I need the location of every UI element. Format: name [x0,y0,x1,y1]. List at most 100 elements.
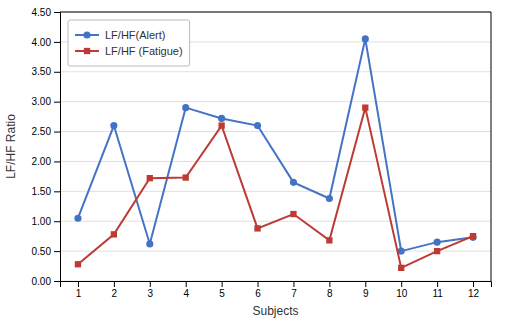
legend-item: LF/HF(Alert) [75,29,166,41]
tick-label: 7 [291,288,297,299]
tick-mark [293,281,294,287]
data-point [254,225,260,231]
legend-label: LF/HF (Fatigue) [105,45,183,57]
tick: 2.00 [32,156,60,167]
data-point [218,115,225,122]
tick-label: 5 [219,288,225,299]
tick: 3 [148,281,154,299]
data-point [111,231,117,237]
tick-label: 2.50 [32,126,52,137]
tick-label: 3 [148,288,154,299]
tick-mark [54,161,60,162]
y-axis-title: LF/HF Ratio [4,114,18,179]
data-point [326,195,333,202]
legend-label: LF/HF(Alert) [105,29,166,41]
tick-mark [54,281,60,282]
grid-line [60,251,491,252]
tick-label: 4.00 [32,37,52,48]
tick-label: 0.00 [32,276,52,287]
tick-mark [54,221,60,222]
legend-box [68,20,190,66]
data-point [398,265,404,271]
data-point [183,174,189,180]
tick-mark [401,281,402,287]
tick: 8 [327,281,333,299]
tick-mark [54,42,60,43]
tick-label: 3.50 [32,66,52,77]
frame [60,12,491,13]
marks [74,35,476,271]
chart: 1234567891011120.000.501.001.502.002.503… [0,0,505,323]
tick-mark [329,281,330,287]
data-point [182,104,189,111]
tick: 3.00 [32,96,60,107]
tick-label: 4 [183,288,189,299]
tick-mark [54,102,60,103]
tick-mark [54,72,60,73]
tick-mark [78,281,79,287]
data-point [218,122,224,128]
tick: 0.50 [32,246,60,257]
data-point [290,211,296,217]
legend: LF/HF(Alert) LF/HF (Fatigue) [68,20,190,66]
tick: 4.00 [32,37,60,48]
tick: 4 [183,281,189,299]
data-point [326,237,332,243]
tick: 10 [396,281,408,299]
series-line [78,108,473,268]
tick: 9 [363,281,369,299]
tick-mark [258,281,259,287]
data-point [434,239,441,246]
data-point [75,261,81,267]
grid [60,12,491,281]
data-point [434,248,440,254]
legend-marker [83,31,90,38]
tick-label: 9 [363,288,369,299]
tick: 3.50 [32,66,60,77]
tick-label: 11 [432,288,443,299]
tick-mark [54,251,60,252]
data-point [146,240,153,247]
grid-line [60,101,491,102]
tick-label: 2 [112,288,118,299]
tick: 1 [76,281,82,299]
tick-label: 4.50 [32,7,52,18]
tick-label: 12 [468,288,480,299]
tick-mark [150,281,151,287]
data-point [362,104,368,110]
tick-mark [365,281,366,287]
data-point [74,215,81,222]
tick-mark [54,132,60,133]
tick-mark [114,281,115,287]
tick-mark [222,281,223,287]
grid-line [60,71,491,72]
tick-label: 10 [396,288,408,299]
tick: 5 [219,281,225,299]
tick-mark [54,191,60,192]
axis-line [61,282,492,288]
tick-label: 1 [76,288,82,299]
legend-marker [84,48,90,54]
y-axis: 0.00 0.50 1.00 1.50 2.00 2.50 3.00 3.50 4.00 4.50 [32,7,61,287]
tick: 2 [112,281,118,299]
tick: 4.50 [32,7,60,18]
plot: 1234567891011120.000.501.001.502.002.503… [32,7,492,299]
tick: 1.00 [32,216,60,227]
tick: 7 [291,281,297,299]
tick: 6 [255,281,261,299]
axis-line [54,13,61,282]
tick-label: 1.00 [32,216,52,227]
tick-label: 0.50 [32,246,52,257]
grid-line [60,131,491,132]
tick-label: 8 [327,288,333,299]
frame [491,12,492,281]
tick: 1.50 [32,186,60,197]
tick-mark [473,281,474,287]
data-point [362,35,369,42]
tick: 12 [468,281,480,299]
grid-line [60,12,491,13]
legend-item: LF/HF (Fatigue) [75,45,183,57]
tick-mark [437,281,438,287]
tick-label: 3.00 [32,96,52,107]
tick: 0.00 [32,276,60,287]
